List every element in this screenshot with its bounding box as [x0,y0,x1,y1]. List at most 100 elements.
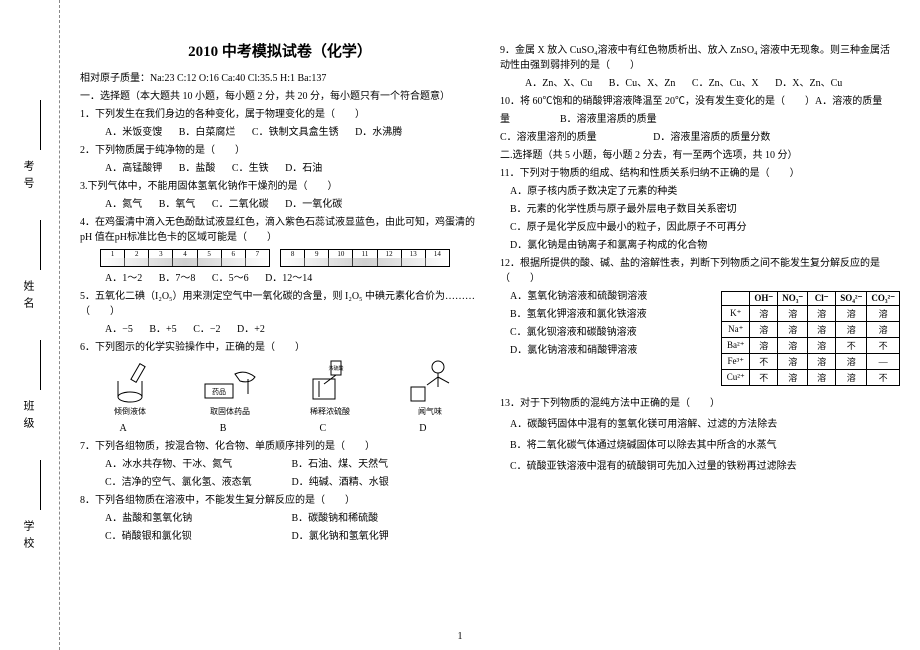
table-row: Fe³⁺不溶溶溶— [722,354,900,370]
q5-stem: 5．五氧化二碘（I₂O₅）用来测定空气中一氧化碳的含量，则 I₂O₅ 中碘元素化… [80,289,480,319]
q8-stem: 8．下列各组物质在溶液中，不能发生复分解反应的是（ ） [80,493,480,508]
td: K⁺ [722,306,750,322]
td: 不 [867,370,900,386]
opt: C．硝酸银和氯化钡 [105,529,275,544]
opt: D．一氧化碳 [285,197,342,212]
opt: C．生铁 [232,161,269,176]
opt: A．冰水共存物、干冰、氮气 [105,457,275,472]
opt: B．氧气 [159,197,196,212]
opt: D．氯化钠和氢氧化钾 [292,529,389,544]
binding-line [40,220,41,270]
td: Fe³⁺ [722,354,750,370]
table-row: Na⁺溶溶溶溶溶 [722,322,900,338]
q13-c: C．硫酸亚铁溶液中混有的硫酸铜可先加入过量的铁粉再过滤除去 [500,459,900,474]
opt: A [120,421,127,436]
opt: D．+2 [237,322,265,337]
td: 溶 [778,338,808,354]
q12-stem: 12．根据所提供的酸、碱、盐的溶解性表，判断下列物质之间不能发生复分解反应的是（… [500,256,900,286]
q13-stem: 13．对于下列物质的混纯方法中正确的是（ ） [500,396,900,411]
smell-gas-icon [403,359,458,404]
q10-optB: 量 B．溶液里溶质的质量 [500,112,900,127]
atomic-masses: 相对原子质量：Na:23 C:12 O:16 Ca:40 Cl:35.5 H:1… [80,71,480,86]
td: 溶 [808,322,836,338]
td: 溶 [808,338,836,354]
binding-class: 班级 [20,400,36,434]
q8-opts: A．盐酸和氢氧化钠 B．碳酸钠和稀硫酸 [80,511,480,526]
opt: D．X、Zn、Cu [775,76,842,91]
q7-stem: 7．下列各组物质，按混合物、化合物、单质顺序排列的是（ ） [80,439,480,454]
fig-caption: 取固体药品 [190,406,270,417]
td: 溶 [750,322,778,338]
opt: B．石油、煤、天然气 [292,457,389,472]
fig-caption: 闻气味 [390,406,470,417]
td: — [867,354,900,370]
td: 溶 [808,306,836,322]
td: 溶 [750,338,778,354]
opt: D．12～14 [265,271,312,286]
section1-title: 一．选择题（本大题共 10 小题，每小题 2 分，共 20 分，每小题只有一个符… [80,89,480,104]
q10-stem: 10．将 60℃饱和的硝酸钾溶液降温至 20℃，没有发生变化的是（ ）A．溶液的… [500,94,900,109]
th: CO₃²⁻ [867,292,900,306]
exam-title: 2010 中考模拟试卷（化学） [80,40,480,61]
opt: D．水沸腾 [355,125,402,140]
opt: B．碳酸钠和稀硫酸 [292,511,379,526]
th: Cl⁻ [808,292,836,306]
fig-c: 浓硫酸 稀释浓硫酸 [290,359,370,417]
td: 溶 [750,306,778,322]
q11-d: D．氯化钠是由钠离子和氯离子构成的化合物 [500,238,900,253]
left-column: 2010 中考模拟试卷（化学） 相对原子质量：Na:23 C:12 O:16 C… [80,40,480,547]
table-row: Cu²⁺不溶溶溶不 [722,370,900,386]
dilute-acid-icon: 浓硫酸 [303,359,358,404]
right-column: 9．金属 X 放入 CuSO₄溶液中有红色物质析出、放入 ZnSO₄ 溶液中无现… [500,40,900,477]
q11-stem: 11．下列对于物质的组成、结构和性质关系归纳不正确的是（ ） [500,166,900,181]
opt: C．洁净的空气、氯化氢、液态氧 [105,475,275,490]
td: 溶 [836,306,867,322]
section2-title: 二.选择题（共 5 小题，每小题 2 分去，有一至两个选项，共 10 分） [500,148,900,163]
q10-opts2: C．溶液里溶剂的质量 D．溶液里溶质的质量分数 [500,130,900,145]
ph-scales: 1 2 3 4 5 6 7 8 9 10 11 12 13 14 [100,249,480,267]
q6-labels: A B C D [80,421,480,436]
q11-a: A．原子核内质子数决定了元素的种类 [500,184,900,199]
binding-school: 学校 [20,520,36,554]
table-row: K⁺溶溶溶溶溶 [722,306,900,322]
td: 溶 [778,354,808,370]
table-row: OH⁻ NO₃⁻ Cl⁻ SO₄²⁻ CO₃²⁻ [722,292,900,306]
svg-text:浓硫酸: 浓硫酸 [328,365,343,372]
td: 不 [867,338,900,354]
q8-opts2: C．硝酸银和氯化钡 D．氯化钠和氢氧化钾 [80,529,480,544]
ph-scale-left: 1 2 3 4 5 6 7 [100,249,270,267]
opt: C．Zn、Cu、X [692,76,759,91]
pour-liquid-icon [105,359,155,404]
td: 溶 [808,354,836,370]
q7-opts: A．冰水共存物、干冰、氮气 B．石油、煤、天然气 [80,457,480,472]
td: 不 [750,354,778,370]
td: Cu²⁺ [722,370,750,386]
td: 溶 [778,306,808,322]
fig-b: 药品 取固体药品 [190,359,270,417]
opt: B．盐酸 [179,161,216,176]
take-solid-icon: 药品 [200,359,260,404]
opt: D．溶液里溶质的质量分数 [653,130,770,145]
td: 不 [836,338,867,354]
q11-c: C．原子是化学反应中最小的粒子，因此原子不可再分 [500,220,900,235]
td: 不 [750,370,778,386]
td: 溶 [836,322,867,338]
opt: C．−2 [193,322,220,337]
q4-stem: 4．在鸡蛋清中滴入无色酚酞试液显红色，滴入紫色石蕊试液显蓝色，由此可知，鸡蛋清的… [80,215,480,245]
binding-column: 学校 班级 姓名 考号 [0,0,60,650]
binding-line [40,460,41,510]
q6-stem: 6．下列图示的化学实验操作中，正确的是（ ） [80,340,480,355]
opt: B．溶液里溶质的质量 [560,114,657,125]
q9-opts: A．Zn、X、Cu B．Cu、X、Zn C．Zn、Cu、X D．X、Zn、Cu [500,76,900,91]
opt: B [220,421,227,436]
q9-stem: 9．金属 X 放入 CuSO₄溶液中有红色物质析出、放入 ZnSO₄ 溶液中无现… [500,43,900,73]
td: Ba²⁺ [722,338,750,354]
binding-number: 考号 [20,160,36,194]
q3-opts: A．氮气 B．氧气 C．二氧化碳 D．一氧化碳 [80,197,480,212]
opt: D．纯碱、酒精、水银 [292,475,389,490]
td: Na⁺ [722,322,750,338]
opt: D．石油 [285,161,322,176]
q1-stem: 1．下列发生在我们身边的各种变化，属于物理变化的是（ ） [80,107,480,122]
opt: B．白菜腐烂 [179,125,236,140]
binding-line [40,340,41,390]
